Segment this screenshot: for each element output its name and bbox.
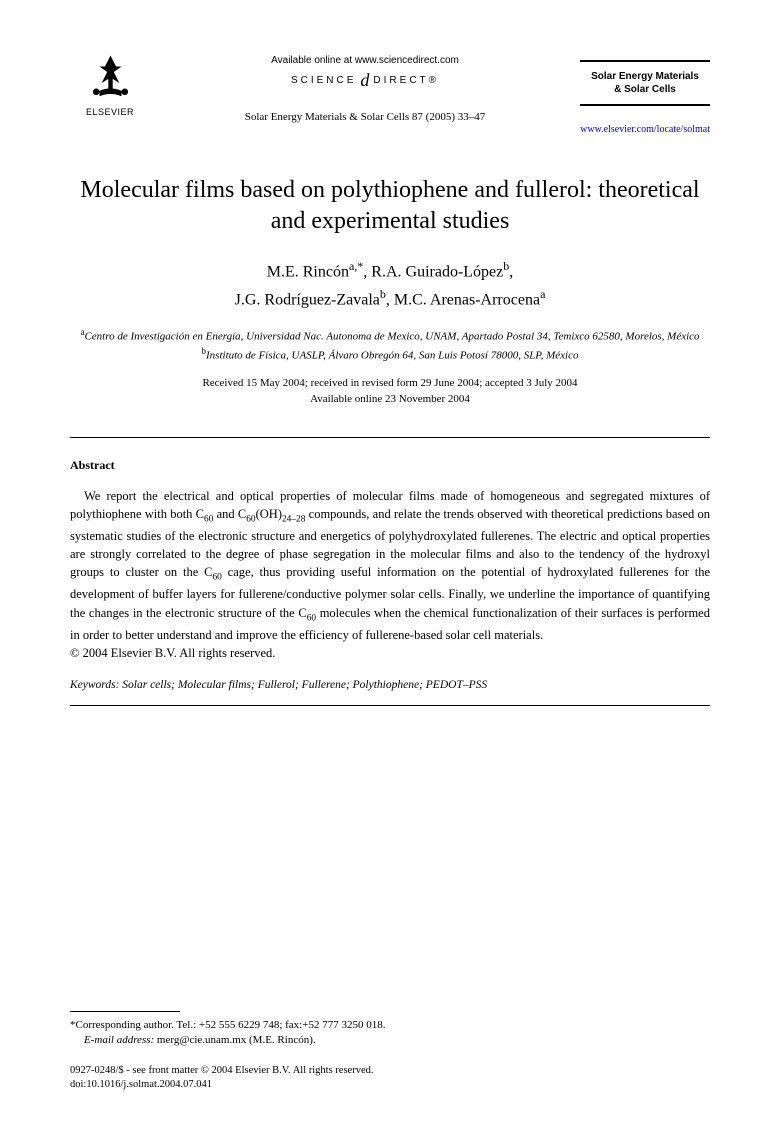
authors-line2: J.G. Rodríguez-Zavalab, M.C. Arenas-Arro… [70, 285, 710, 312]
elsevier-tree-icon [83, 50, 138, 105]
corresponding-author: *Corresponding author. Tel.: +52 555 622… [70, 1018, 710, 1033]
publisher-label: ELSEVIER [86, 107, 134, 117]
journal-box-line1: Solar Energy Materials [584, 70, 706, 83]
authors-block: M.E. Rincóna,*, R.A. Guirado-Lópezb, J.G… [70, 257, 710, 312]
affiliation-b: bInstituto de Física, UASLP, Álvaro Obre… [70, 345, 710, 364]
header-row: ELSEVIER Available online at www.science… [70, 50, 710, 135]
locate-url[interactable]: www.elsevier.com/locate/solmat [580, 124, 710, 135]
divider-1 [70, 437, 710, 438]
abstract-body: We report the electrical and optical pro… [70, 487, 710, 644]
footer-block: *Corresponding author. Tel.: +52 555 622… [70, 1011, 710, 1093]
footer-info: 0927-0248/$ - see front matter © 2004 El… [70, 1064, 710, 1093]
center-header: Available online at www.sciencedirect.co… [150, 50, 580, 123]
direct-text: DIRECT® [373, 75, 439, 86]
available-online-text: Available online at www.sciencedirect.co… [271, 55, 459, 66]
abstract-copyright: © 2004 Elsevier B.V. All rights reserved… [70, 646, 710, 661]
keywords-label: Keywords: [70, 679, 119, 691]
right-header: Solar Energy Materials & Solar Cells www… [580, 50, 710, 135]
at-symbol-icon: d [360, 70, 369, 91]
journal-box-line2: & Solar Cells [584, 83, 706, 96]
divider-2 [70, 705, 710, 706]
doi-line: doi:10.1016/j.solmat.2004.07.041 [70, 1078, 710, 1093]
article-title: Molecular films based on polythiophene a… [70, 175, 710, 237]
email-line: E-mail address: merg@cie.unam.mx (M.E. R… [70, 1034, 710, 1046]
science-direct-logo: SCIENCE d DIRECT® [291, 70, 439, 91]
affiliations-block: aCentro de Investigación en Energía, Uni… [70, 326, 710, 364]
dates-block: Received 15 May 2004; received in revise… [70, 376, 710, 407]
issn-line: 0927-0248/$ - see front matter © 2004 El… [70, 1064, 710, 1079]
keywords-line: Keywords: Solar cells; Molecular films; … [70, 679, 710, 691]
journal-title-box: Solar Energy Materials & Solar Cells [580, 60, 710, 106]
abstract-heading: Abstract [70, 458, 710, 473]
authors-line1: M.E. Rincóna,*, R.A. Guirado-Lópezb, [70, 257, 710, 284]
publisher-block: ELSEVIER [70, 50, 150, 117]
science-text: SCIENCE [291, 75, 356, 86]
affiliation-a: aCentro de Investigación en Energía, Uni… [70, 326, 710, 345]
footnote-divider [70, 1011, 180, 1012]
received-date: Received 15 May 2004; received in revise… [70, 376, 710, 391]
available-date: Available online 23 November 2004 [70, 392, 710, 407]
keywords-list: Solar cells; Molecular films; Fullerol; … [122, 679, 487, 691]
email-address[interactable]: merg@cie.unam.mx (M.E. Rincón). [157, 1034, 316, 1046]
email-label: E-mail address: [84, 1034, 154, 1046]
journal-reference: Solar Energy Materials & Solar Cells 87 … [245, 111, 486, 123]
